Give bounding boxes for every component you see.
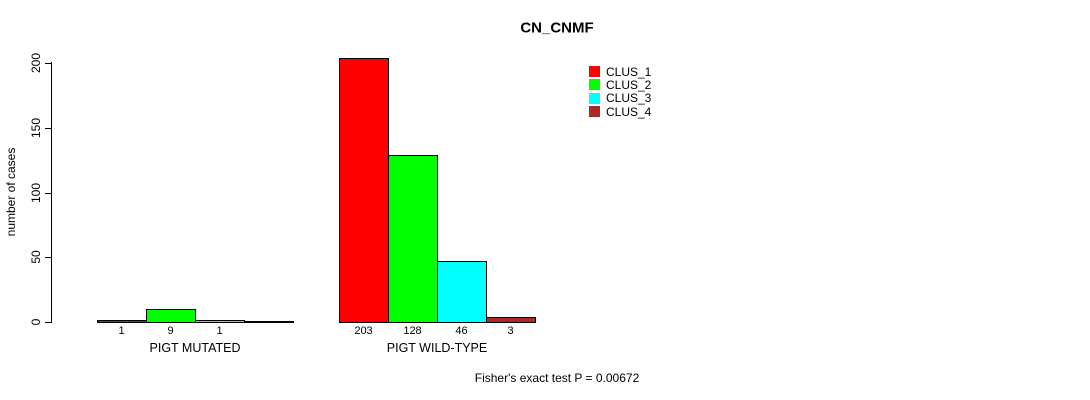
y-tick bbox=[45, 192, 51, 194]
y-tick-label: 200 bbox=[29, 52, 43, 74]
legend-row-clus_4: CLUS_4 bbox=[589, 105, 651, 118]
bar-value-label: 203 bbox=[354, 325, 373, 337]
legend-swatch-clus_2 bbox=[589, 79, 600, 91]
bar-clus_4-mutated bbox=[244, 321, 294, 323]
bar-clus_1-wildtype bbox=[339, 58, 389, 323]
legend-swatch-clus_1 bbox=[589, 66, 600, 78]
y-tick bbox=[45, 257, 51, 259]
bar-value-label: 1 bbox=[118, 325, 125, 337]
chart-title: CN_CNMF bbox=[520, 19, 594, 37]
legend-row-clus_1: CLUS_1 bbox=[589, 65, 651, 78]
legend-label: CLUS_3 bbox=[606, 91, 652, 106]
y-axis-label: number of cases bbox=[4, 147, 18, 237]
y-tick bbox=[45, 127, 51, 129]
y-tick-label: 50 bbox=[29, 250, 43, 264]
bar-value-label: 128 bbox=[403, 325, 422, 337]
y-tick-label: 0 bbox=[29, 318, 43, 326]
bar-clus_2-wildtype bbox=[388, 155, 438, 323]
legend-swatch-clus_4 bbox=[589, 106, 600, 118]
bar-clus_3-wildtype bbox=[437, 261, 487, 323]
legend-row-clus_3: CLUS_3 bbox=[589, 92, 651, 105]
legend-label: CLUS_2 bbox=[606, 77, 652, 92]
category-label-wildtype: PIGT WILD-TYPE bbox=[386, 341, 488, 355]
bar-clus_2-mutated bbox=[146, 309, 196, 323]
bar-clus_1-mutated bbox=[97, 320, 147, 323]
bar-value-label: 46 bbox=[455, 325, 468, 337]
bar-clus_4-wildtype bbox=[486, 317, 536, 323]
bar-value-label: 9 bbox=[167, 325, 174, 337]
y-tick bbox=[45, 322, 51, 323]
bar-value-label: 1 bbox=[216, 325, 223, 337]
y-tick-label: 150 bbox=[29, 117, 43, 138]
annotation-fisher-test: Fisher's exact test P = 0.00672 bbox=[474, 371, 640, 385]
bar-clus_3-mutated bbox=[195, 320, 245, 323]
category-label-mutated: PIGT MUTATED bbox=[149, 341, 241, 355]
legend-label: CLUS_4 bbox=[606, 104, 652, 119]
legend-row-clus_2: CLUS_2 bbox=[589, 78, 651, 91]
y-axis-line bbox=[51, 62, 52, 323]
legend-swatch-clus_3 bbox=[589, 92, 600, 104]
legend-label: CLUS_1 bbox=[606, 64, 652, 79]
legend: CLUS_1 CLUS_2 CLUS_3 CLUS_4 bbox=[589, 65, 651, 118]
bar-value-label: 3 bbox=[507, 325, 514, 337]
y-tick bbox=[45, 63, 51, 64]
y-tick-label: 100 bbox=[29, 182, 43, 203]
